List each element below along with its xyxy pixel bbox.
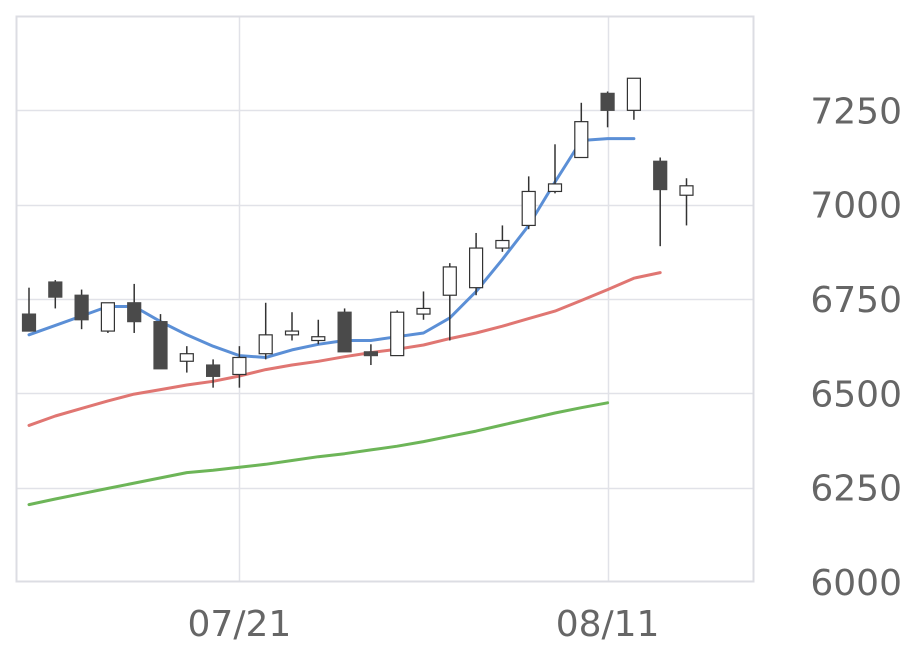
candle-body xyxy=(495,239,510,249)
candle xyxy=(679,178,694,226)
candle xyxy=(153,314,168,370)
candle-body xyxy=(48,281,63,298)
candle-body xyxy=(390,311,405,357)
candle xyxy=(258,302,273,360)
plot-frame xyxy=(15,15,755,583)
candle-body xyxy=(127,302,142,323)
candle xyxy=(390,310,405,357)
candle xyxy=(416,291,431,320)
candle xyxy=(442,263,457,341)
x-tick-label: 08/11 xyxy=(556,604,660,645)
candle xyxy=(284,312,300,341)
candle xyxy=(469,232,484,296)
candle xyxy=(232,346,247,388)
candle-body xyxy=(179,353,194,362)
candle-body xyxy=(521,190,536,227)
series-line-3 xyxy=(27,401,610,507)
candle xyxy=(521,176,536,230)
candle-body xyxy=(311,336,326,342)
candle-body xyxy=(21,313,37,332)
candle-body xyxy=(206,364,221,377)
candle xyxy=(206,359,221,388)
y-tick-label: 7000 xyxy=(810,186,902,227)
candle xyxy=(547,144,563,194)
candle-body xyxy=(469,247,484,289)
candle xyxy=(179,346,194,373)
y-axis-labels: 6000 6250 6500 6750 7000 7250 xyxy=(810,91,902,604)
candle-body xyxy=(258,334,273,355)
candle-body xyxy=(626,77,642,111)
candle-body xyxy=(74,294,89,321)
series-line-1 xyxy=(27,137,636,359)
candle xyxy=(363,344,378,366)
candle-body xyxy=(442,266,457,296)
candle-body xyxy=(153,321,168,370)
y-tick-label: 6500 xyxy=(810,374,902,415)
candle xyxy=(21,287,37,332)
candle xyxy=(574,102,589,159)
candle-body xyxy=(363,351,378,357)
candle xyxy=(626,77,642,120)
series-line-2 xyxy=(27,271,662,427)
candles xyxy=(21,77,694,388)
y-tick-label: 6250 xyxy=(810,469,902,510)
candle xyxy=(653,157,668,247)
candle-body xyxy=(232,356,247,376)
candle xyxy=(495,225,510,252)
candle-body xyxy=(547,183,563,193)
candle-body xyxy=(100,302,116,332)
y-tick-label: 6750 xyxy=(810,280,902,321)
candle xyxy=(74,289,89,330)
candle xyxy=(127,283,142,333)
candle-body xyxy=(653,160,668,191)
candle-body xyxy=(416,307,431,315)
grid-lines xyxy=(16,16,753,582)
x-tick-label: 07/21 xyxy=(188,604,292,645)
candle xyxy=(600,91,615,128)
candle-body xyxy=(679,185,694,196)
candle xyxy=(311,319,326,345)
candle-body xyxy=(574,121,589,159)
y-tick-label: 6000 xyxy=(810,563,902,604)
candle-body xyxy=(284,330,300,336)
x-axis-labels: 07/21 08/11 xyxy=(188,604,660,645)
y-tick-label: 7250 xyxy=(810,91,902,132)
candle xyxy=(48,280,63,309)
candle-body xyxy=(600,92,615,111)
candle xyxy=(337,308,352,353)
candle-body xyxy=(337,311,352,353)
candle xyxy=(100,302,116,333)
